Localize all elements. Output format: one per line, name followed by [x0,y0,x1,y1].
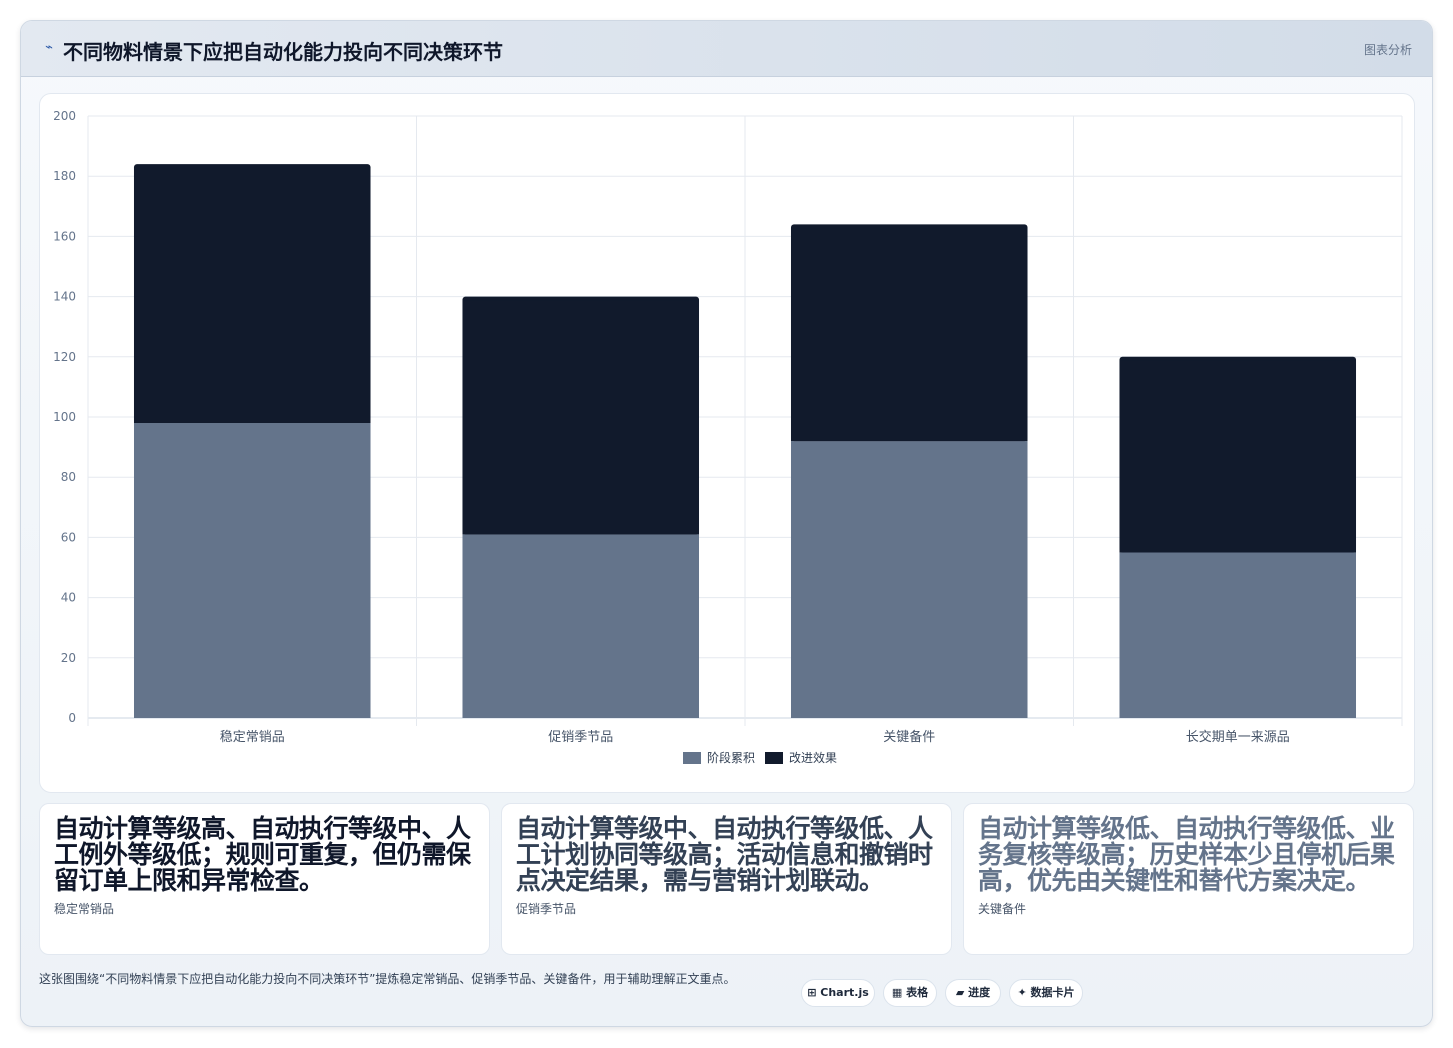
x-tick-label: 稳定常销品 [220,729,285,745]
chart-panel: ⌁ 不同物料情景下应把自动化能力投向不同决策环节 图表分析 0 20 40 60 80 1… [20,20,1433,1027]
footer-description: 这张图围绕“不同物料情景下应把自动化能力投向不同决策环节”提炼稳定常销品、促销季… [39,972,736,986]
bar-segment-fill [790,228,1028,442]
panel-title: 不同物料情景下应把自动化能力投向不同决策环节 [63,40,503,64]
insight-card-label: 稳定常销品 [54,902,115,916]
legend-label: 阶段累积 [707,750,755,765]
y-tick-label: 140 [53,290,76,304]
bar-segment [1119,552,1357,718]
insight-cards: 自动计算等级高、自动执行等级中、人工例外等级低；规则可重复，但仍需保留订单上限和… [39,803,1415,955]
insight-card-1: 自动计算等级高、自动执行等级中、人工例外等级低；规则可重复，但仍需保留订单上限和… [39,803,490,955]
legend-swatch [683,752,701,764]
legend-swatch [765,752,783,764]
panel-tag: 图表分析 [1363,43,1412,57]
y-tick-label: 0 [68,711,76,725]
insight-card-label: 关键备件 [978,902,1027,916]
y-tick-label: 20 [61,651,76,665]
y-tick-label: 120 [53,350,76,364]
insight-card-label: 促销季节品 [516,902,577,916]
bar-segment-fill [133,168,371,424]
x-tick-label: 长交期单一来源品 [1186,729,1290,745]
chart-line-icon: ⌁ [45,40,53,55]
bar-segment [133,423,371,718]
panel-header: ⌁ 不同物料情景下应把自动化能力投向不同决策环节 图表分析 [21,21,1432,77]
legend-label: 改进效果 [789,750,837,765]
data-card-pill[interactable]: ✦ 数据卡片 [1009,979,1083,1007]
insight-card-text: 自动计算等级高、自动执行等级中、人工例外等级低；规则可重复，但仍需保留订单上限和… [54,814,471,895]
stacked-bar-chart: 0 20 40 60 80 100 120 140 160 180 200 稳定常销品 促销季节品 关键备… [53,109,1403,765]
insight-card-2: 自动计算等级中、自动执行等级低、人工计划协同等级高；活动信息和撤销时点决定结果，… [501,803,952,955]
insight-card-text: 自动计算等级中、自动执行等级低、人工计划协同等级高；活动信息和撤销时点决定结果，… [516,814,933,895]
bar-segment [790,441,1028,718]
y-tick-label: 200 [53,109,76,123]
y-tick-label: 80 [61,470,76,484]
y-tick-label: 160 [53,229,76,243]
x-tick-label: 促销季节品 [548,730,613,745]
y-tick-label: 40 [61,591,76,605]
bar-segment [462,534,700,718]
chartjs-pill[interactable]: ⊞ Chart.js [801,979,875,1007]
insight-card-text: 自动计算等级低、自动执行等级低、业务复核等级高；历史样本少且停机后果高，优先由关… [978,814,1395,895]
table-pill[interactable]: ▦ 表格 [883,979,937,1007]
insight-card-3: 自动计算等级低、自动执行等级低、业务复核等级高；历史样本少且停机后果高，优先由关… [963,803,1414,955]
x-tick-label: 关键备件 [883,729,935,745]
bar-segment-fill [462,300,700,535]
progress-pill[interactable]: ▰ 进度 [945,979,1001,1007]
y-tick-label: 60 [61,530,76,544]
y-tick-label: 180 [53,169,76,183]
bar-segment-fill [1119,360,1357,553]
chart-card: 0 20 40 60 80 100 120 140 160 180 200 稳定常销品 促销季节品 关键备… [39,93,1415,793]
y-tick-label: 100 [53,410,76,424]
